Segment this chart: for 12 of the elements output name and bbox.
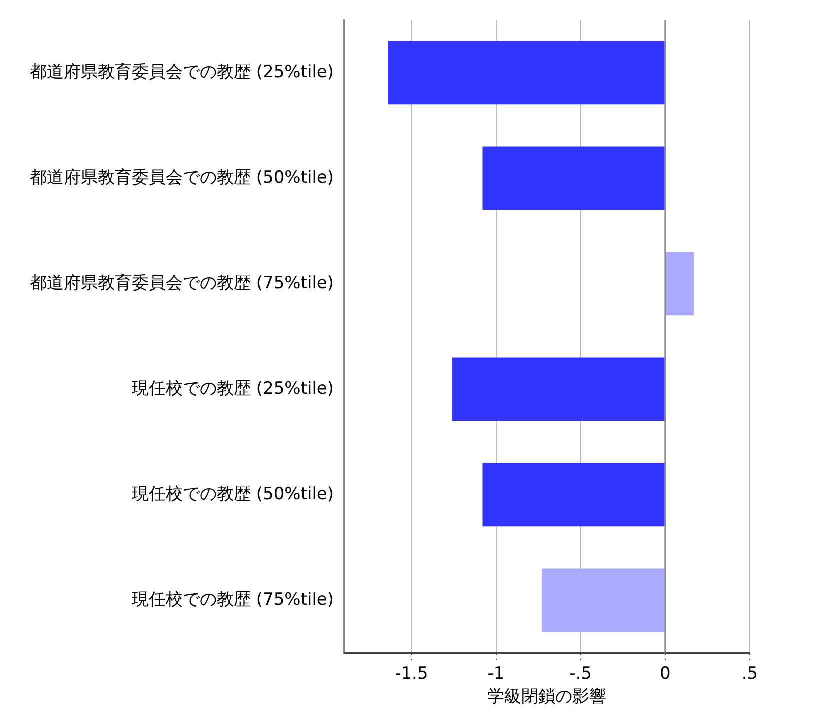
y-tick-label: 現任校での教歴 (75%tile) [132, 590, 334, 610]
x-tick-label: .5 [742, 664, 758, 684]
x-tick-label: -1 [488, 664, 505, 684]
x-tick-label: -1.5 [395, 664, 428, 684]
x-tick-label: 0 [660, 664, 671, 684]
y-tick-label: 都道府県教育委員会での教歴 (25%tile) [30, 62, 334, 82]
x-axis-title: 学級閉鎖の影響 [488, 687, 607, 708]
y-tick-label: 現任校での教歴 (50%tile) [132, 484, 334, 504]
x-tick-label: -.5 [570, 664, 592, 684]
y-tick-label: 都道府県教育委員会での教歴 (50%tile) [30, 168, 334, 188]
y-tick-label: 現任校での教歴 (25%tile) [132, 378, 334, 399]
y-tick-label: 都道府県教育委員会での教歴 (75%tile) [30, 273, 334, 294]
